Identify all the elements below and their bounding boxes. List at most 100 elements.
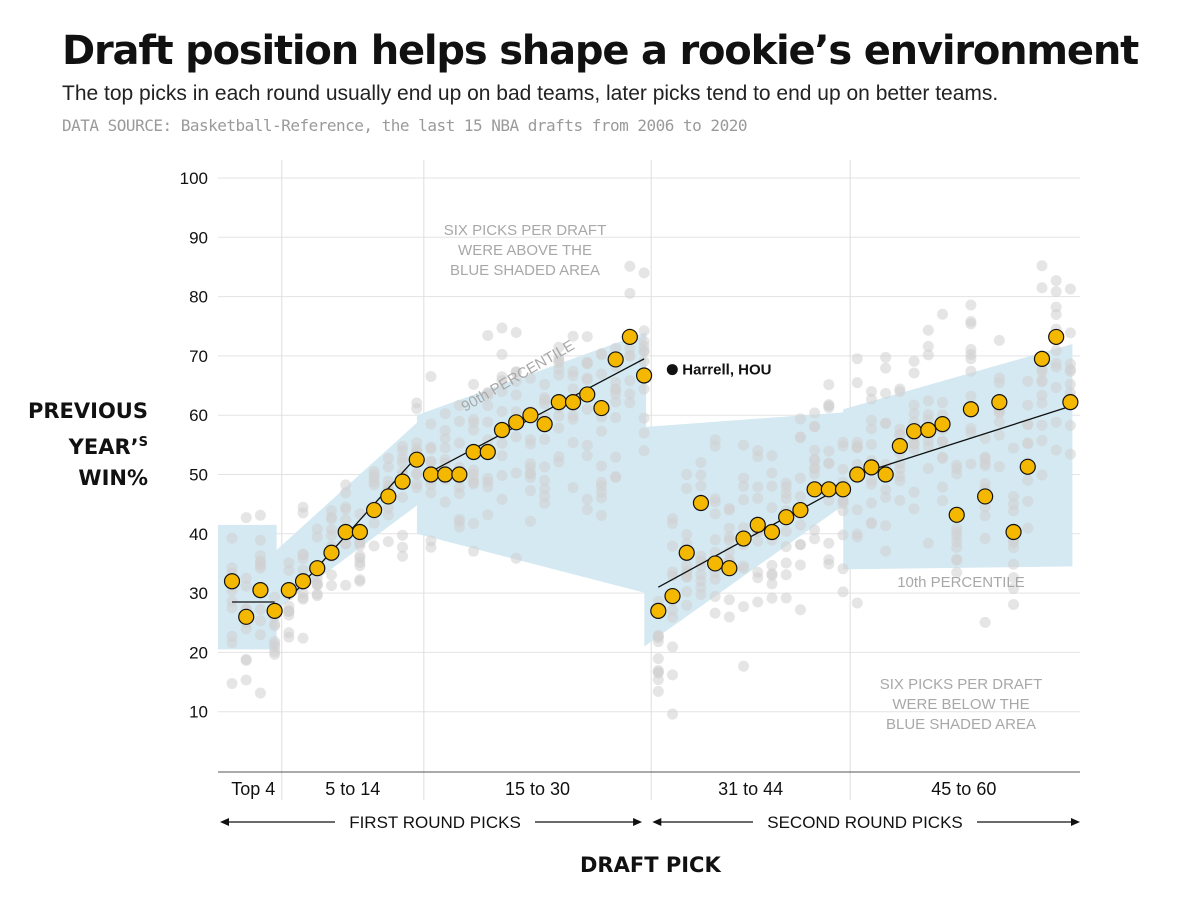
pick-dot bbox=[951, 553, 963, 565]
pick-dot bbox=[1064, 378, 1076, 390]
median-point-13 bbox=[394, 473, 411, 490]
pick-dot bbox=[667, 669, 679, 681]
pick-dot bbox=[809, 455, 821, 467]
pick-dot bbox=[937, 308, 948, 320]
pick-dot bbox=[354, 508, 366, 520]
pick-dot bbox=[780, 477, 792, 489]
pick-dot bbox=[709, 508, 721, 520]
pick-dot bbox=[908, 355, 920, 367]
pick-dot bbox=[638, 427, 650, 439]
pick-dot bbox=[908, 367, 920, 379]
median-point-15 bbox=[422, 466, 440, 483]
pick-dot bbox=[979, 478, 991, 490]
median-point-21 bbox=[508, 414, 525, 431]
pick-dot bbox=[468, 378, 480, 390]
pick-dot bbox=[695, 469, 707, 481]
median-point-40 bbox=[778, 509, 795, 526]
pick-dot bbox=[951, 541, 963, 553]
median-point-48 bbox=[891, 437, 908, 455]
pick-dot bbox=[709, 534, 721, 546]
pick-dot bbox=[340, 501, 352, 513]
median-point-25 bbox=[564, 394, 582, 411]
pick-dot bbox=[524, 485, 536, 497]
pick-dot bbox=[496, 322, 508, 334]
pick-dot bbox=[851, 377, 863, 389]
pick-dot bbox=[553, 451, 565, 463]
pick-dot bbox=[524, 434, 536, 446]
pick-dot bbox=[865, 414, 877, 426]
median-point-12 bbox=[380, 488, 397, 505]
pick-dot bbox=[595, 368, 607, 380]
pick-dot bbox=[1008, 572, 1020, 584]
pick-dot bbox=[652, 666, 664, 678]
pick-dot bbox=[738, 494, 750, 506]
pick-dot bbox=[937, 436, 948, 448]
pick-dot bbox=[397, 491, 409, 503]
pick-dot bbox=[453, 521, 465, 533]
pick-dot bbox=[425, 535, 437, 547]
pick-dot bbox=[595, 348, 607, 360]
pick-dot bbox=[1022, 474, 1034, 486]
pick-dot bbox=[937, 452, 948, 464]
pick-dot bbox=[823, 537, 835, 549]
median-point-43 bbox=[820, 481, 837, 498]
pick-dot bbox=[482, 416, 494, 428]
pick-dot bbox=[738, 472, 750, 484]
pick-dot bbox=[738, 522, 750, 534]
pick-dot bbox=[297, 549, 309, 561]
pick-dot bbox=[226, 562, 238, 574]
median-point-60 bbox=[1062, 394, 1079, 411]
pick-dot bbox=[610, 451, 622, 463]
median-point-17 bbox=[451, 466, 468, 483]
pick-dot bbox=[439, 408, 451, 420]
pick-dot bbox=[581, 357, 593, 369]
pick-dot bbox=[837, 563, 849, 575]
pick-dot bbox=[411, 482, 423, 494]
pick-dot bbox=[425, 371, 437, 383]
chart-title: Draft position helps shape a rookie’s en… bbox=[62, 28, 1139, 74]
pick-dot bbox=[1008, 598, 1020, 610]
pick-dot bbox=[397, 452, 409, 464]
pick-dot bbox=[738, 601, 750, 613]
pick-dot bbox=[1036, 260, 1048, 272]
pick-dot bbox=[283, 557, 295, 569]
pick-dot bbox=[510, 406, 522, 418]
pick-dot bbox=[738, 439, 750, 451]
pick-dot bbox=[922, 414, 934, 426]
pick-dot bbox=[681, 529, 693, 541]
round-label-2: SECOND ROUND PICKS bbox=[767, 813, 963, 832]
median-point-22 bbox=[522, 407, 539, 424]
median-point-19 bbox=[479, 443, 496, 461]
pick-dot bbox=[297, 564, 309, 576]
pick-dot bbox=[937, 495, 948, 507]
median-point-57 bbox=[1019, 458, 1036, 475]
pick-dot bbox=[254, 603, 266, 615]
y-tick-label-30: 30 bbox=[189, 584, 208, 603]
y-axis-title-line2-main: YEAR’ bbox=[68, 435, 139, 459]
median-point-2 bbox=[238, 608, 255, 625]
pick-dot bbox=[354, 536, 366, 548]
pick-dot bbox=[766, 559, 778, 571]
pick-dot bbox=[865, 423, 877, 435]
pick-dot bbox=[979, 616, 991, 628]
highlight-label: Harrell, HOU bbox=[682, 362, 771, 379]
round-arrowhead-right bbox=[1071, 818, 1080, 826]
pick-dot bbox=[922, 340, 934, 352]
median-point-5 bbox=[280, 582, 297, 599]
note-below-line1: SIX PICKS PER DRAFT bbox=[880, 676, 1043, 693]
pick-dot bbox=[297, 587, 309, 599]
pick-dot bbox=[340, 514, 352, 526]
pick-dot bbox=[780, 493, 792, 505]
pick-dot bbox=[510, 467, 522, 479]
pick-dot bbox=[993, 372, 1005, 384]
pick-dot bbox=[652, 685, 664, 697]
pick-dot bbox=[269, 591, 281, 603]
pick-dot bbox=[610, 412, 622, 424]
pick-dot bbox=[240, 512, 252, 524]
pick-dot bbox=[709, 607, 721, 619]
round-label-1: FIRST ROUND PICKS bbox=[349, 813, 521, 832]
group-label-5: 45 to 60 bbox=[931, 779, 996, 799]
pick-dot bbox=[823, 445, 835, 457]
pick-dot bbox=[880, 417, 892, 429]
pick-dot bbox=[638, 325, 650, 337]
